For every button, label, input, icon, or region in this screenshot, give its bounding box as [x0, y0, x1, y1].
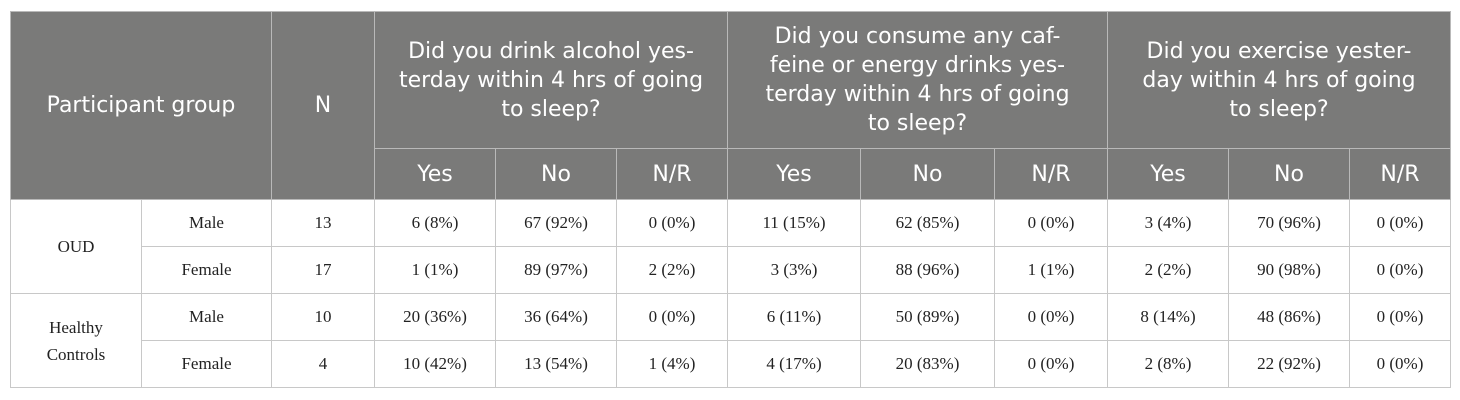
exercise-nr-cell: 0 (0%): [1348, 293, 1452, 341]
alcohol-nr-cell: 1 (4%): [616, 340, 728, 388]
alcohol-no-cell: 67 (92%): [495, 199, 617, 247]
alcohol-yes-cell: 1 (1%): [374, 246, 496, 294]
caffeine-yes-cell: 4 (17%): [727, 340, 861, 388]
alcohol-yes-header: Yes: [374, 148, 496, 200]
alcohol-no-cell: 13 (54%): [495, 340, 617, 388]
exercise-nr-cell: 0 (0%): [1348, 199, 1452, 247]
alcohol-no-cell: 89 (97%): [495, 246, 617, 294]
alcohol-no-cell: 36 (64%): [495, 293, 617, 341]
alcohol-no-header: No: [495, 148, 617, 200]
sex-cell: Female: [141, 340, 272, 388]
caffeine-question-header: Did you consume any caf-feine or energy …: [727, 11, 1108, 149]
participant-group-header: Participant group: [10, 11, 272, 200]
exercise-yes-cell: 2 (2%): [1107, 246, 1229, 294]
survey-table: Participant group N Did you drink alcoho…: [10, 11, 1452, 388]
n-cell: 13: [271, 199, 375, 247]
sex-cell: Male: [141, 293, 272, 341]
exercise-question-header: Did you exercise yester-day within 4 hrs…: [1106, 11, 1452, 149]
alcohol-yes-cell: 20 (36%): [374, 293, 496, 341]
sex-cell: Male: [141, 199, 272, 247]
group-label: Healthy Controls: [10, 293, 142, 388]
alcohol-question-header: Did you drink alcohol yes-terday within …: [374, 11, 728, 149]
exercise-yes-cell: 3 (4%): [1107, 199, 1229, 247]
caffeine-yes-cell: 3 (3%): [727, 246, 861, 294]
caffeine-no-cell: 62 (85%): [860, 199, 995, 247]
exercise-yes-cell: 8 (14%): [1107, 293, 1229, 341]
exercise-no-cell: 22 (92%): [1228, 340, 1350, 388]
exercise-nr-cell: 0 (0%): [1348, 340, 1452, 388]
n-header: N: [271, 11, 375, 200]
alcohol-nr-cell: 0 (0%): [616, 293, 728, 341]
exercise-no-cell: 48 (86%): [1228, 293, 1350, 341]
caffeine-nr-cell: 0 (0%): [994, 199, 1108, 247]
exercise-no-cell: 70 (96%): [1228, 199, 1350, 247]
alcohol-yes-cell: 10 (42%): [374, 340, 496, 388]
caffeine-no-header: No: [860, 148, 995, 200]
caffeine-nr-header: N/R: [994, 148, 1108, 200]
group-label: OUD: [10, 199, 142, 294]
table-row: Female 4 10 (42%) 13 (54%) 1 (4%) 4 (17%…: [11, 340, 1452, 388]
caffeine-no-cell: 88 (96%): [860, 246, 995, 294]
table-row: Female 17 1 (1%) 89 (97%) 2 (2%) 3 (3%) …: [11, 246, 1452, 294]
caffeine-no-cell: 50 (89%): [860, 293, 995, 341]
table-container: Participant group N Did you drink alcoho…: [10, 11, 1452, 388]
alcohol-nr-header: N/R: [616, 148, 728, 200]
alcohol-yes-cell: 6 (8%): [374, 199, 496, 247]
n-cell: 17: [271, 246, 375, 294]
exercise-yes-header: Yes: [1107, 148, 1229, 200]
sex-cell: Female: [141, 246, 272, 294]
alcohol-nr-cell: 0 (0%): [616, 199, 728, 247]
table-row: Healthy Controls Male 10 20 (36%) 36 (64%…: [10, 293, 1452, 388]
exercise-yes-cell: 2 (8%): [1107, 340, 1229, 388]
caffeine-no-cell: 20 (83%): [860, 340, 995, 388]
exercise-no-cell: 90 (98%): [1228, 246, 1350, 294]
caffeine-yes-cell: 11 (15%): [727, 199, 861, 247]
caffeine-nr-cell: 0 (0%): [994, 340, 1108, 388]
n-cell: 10: [271, 293, 375, 341]
caffeine-yes-cell: 6 (11%): [727, 293, 861, 341]
exercise-no-header: No: [1228, 148, 1350, 200]
caffeine-nr-cell: 0 (0%): [994, 293, 1108, 341]
caffeine-yes-header: Yes: [727, 148, 861, 200]
caffeine-nr-cell: 1 (1%): [994, 246, 1108, 294]
n-cell: 4: [271, 340, 375, 388]
alcohol-nr-cell: 2 (2%): [616, 246, 728, 294]
exercise-nr-header: N/R: [1348, 148, 1452, 200]
table-row: OUD Male 13 6 (8%) 67 (92%) 0 (0%) 11 (1…: [10, 199, 1452, 294]
exercise-nr-cell: 0 (0%): [1348, 246, 1452, 294]
